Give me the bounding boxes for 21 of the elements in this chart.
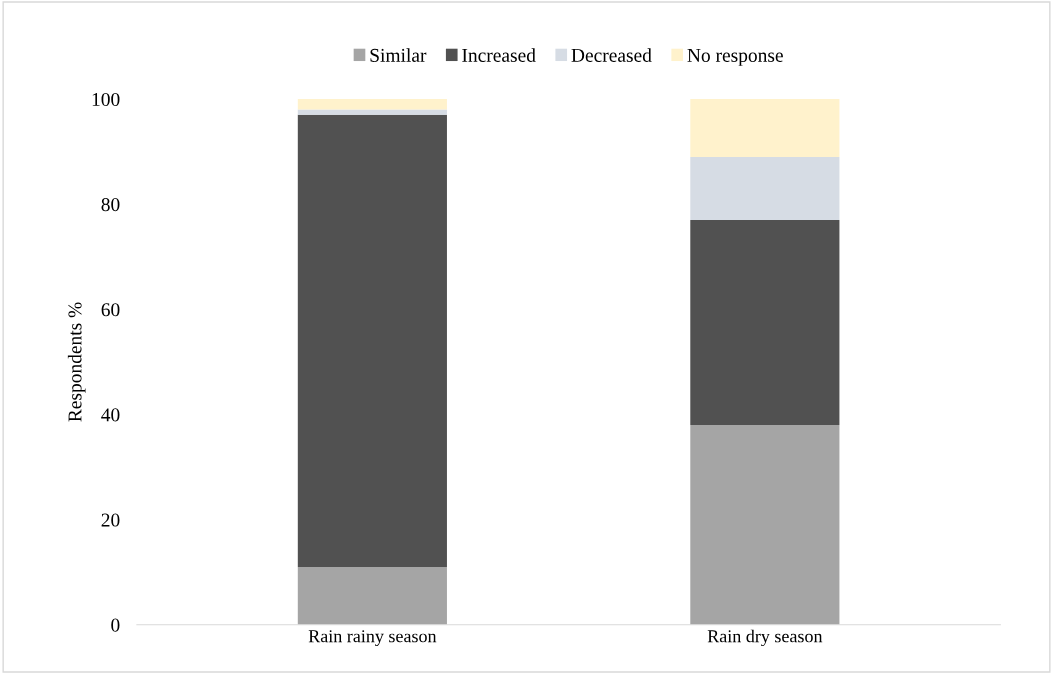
y-tick-label: 20 xyxy=(101,513,120,527)
x-tick-label: Rain rainy season xyxy=(308,630,437,647)
y-axis-title: Respondents % xyxy=(67,302,86,422)
bar xyxy=(297,114,447,567)
legend-label: Similar xyxy=(370,48,427,62)
bar xyxy=(297,99,447,110)
bar xyxy=(297,109,447,115)
legend-label: No response xyxy=(687,48,783,66)
y-tick-label: 40 xyxy=(101,408,120,422)
bar xyxy=(690,219,840,426)
y-tick-label: 100 xyxy=(92,92,120,107)
y-tick-label: 60 xyxy=(101,303,120,317)
bar xyxy=(297,566,447,625)
legend-label: Increased xyxy=(462,48,536,62)
bar xyxy=(690,425,840,625)
bar xyxy=(690,156,840,220)
legend-label: Decreased xyxy=(571,48,652,62)
y-tick-label: 80 xyxy=(101,198,120,212)
bar xyxy=(690,99,840,157)
y-tick-label: 0 xyxy=(111,618,120,632)
x-tick-label: Rain dry season xyxy=(707,629,823,647)
